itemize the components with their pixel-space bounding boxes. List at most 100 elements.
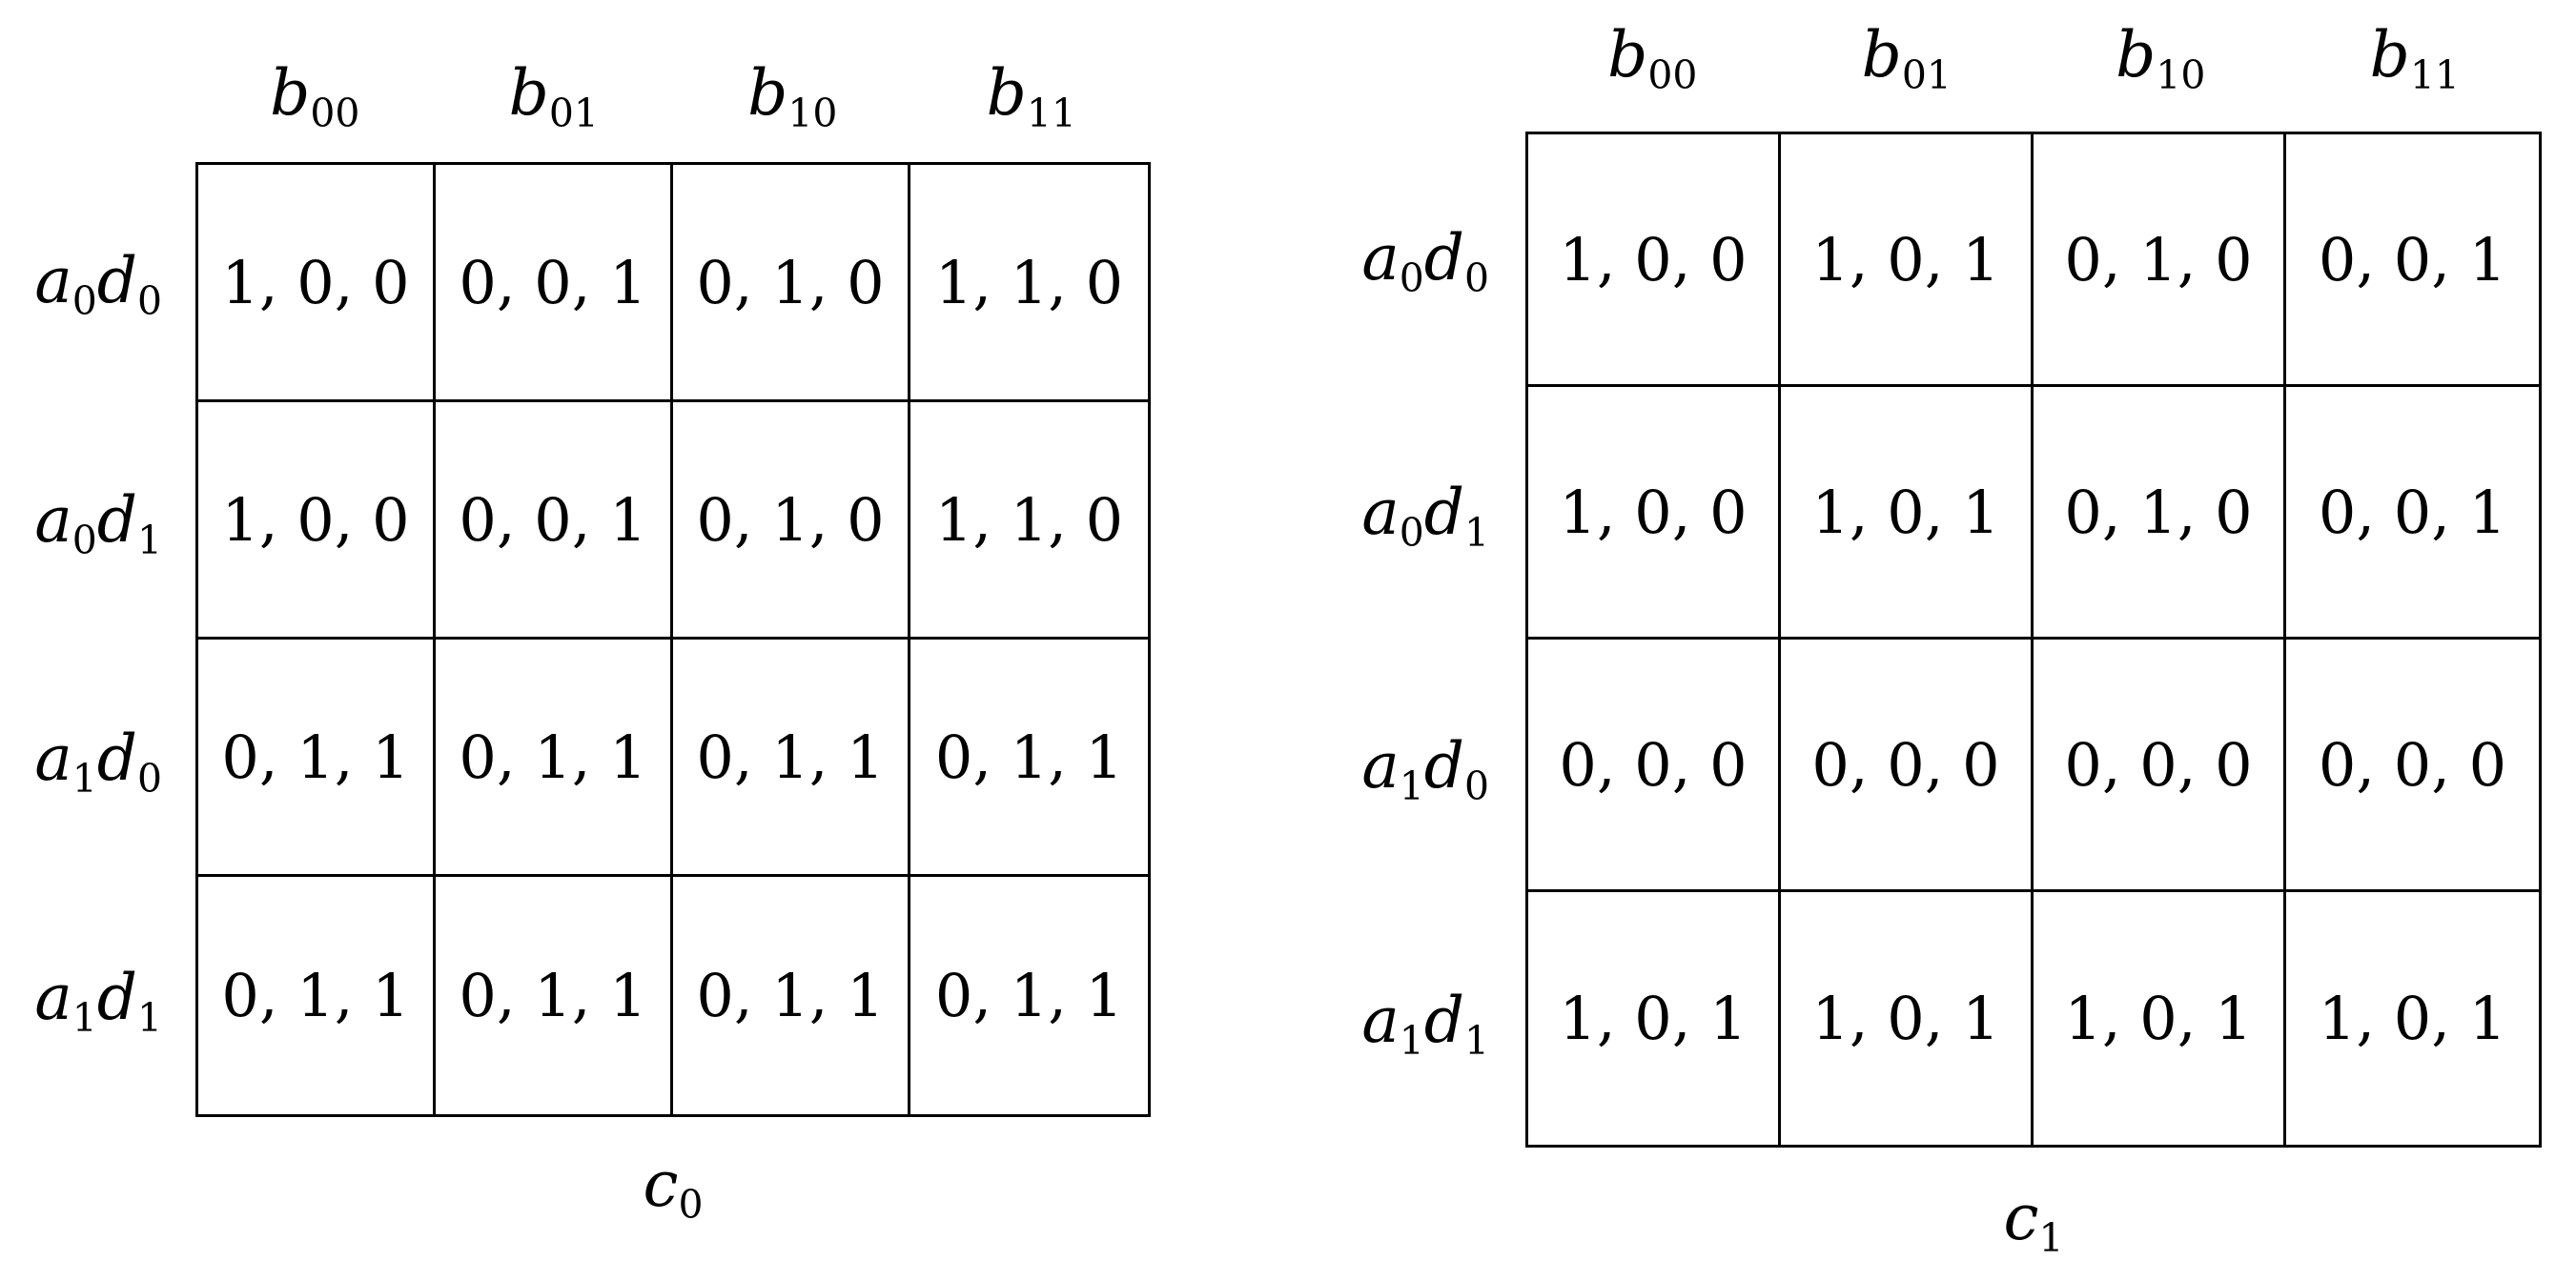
matrix-cell: 0, 1, 1 [934, 961, 1124, 1030]
column-header-sub: 10 [787, 91, 838, 137]
row-header-d: d [96, 722, 137, 796]
row-header-a-sub: 1 [72, 994, 97, 1041]
row-header: a0d1 [1361, 480, 1489, 552]
column-header-sub: 10 [2156, 52, 2206, 99]
matrix-cell: 0, 1, 0 [673, 165, 910, 402]
row-header-a: a [1361, 221, 1400, 295]
matrix-cell: 0, 1, 1 [673, 877, 910, 1114]
column-header: b11 [987, 62, 1076, 133]
matrix-cell: 0, 0, 0 [1781, 640, 2034, 892]
matrix-cell: 1, 1, 0 [910, 402, 1148, 640]
column-header: b01 [509, 62, 599, 133]
matrix-cell: 1, 0, 0 [198, 402, 436, 640]
row-header: a1d1 [34, 966, 162, 1037]
row-header-a: a [1361, 983, 1400, 1057]
matrix-caption-sub: 1 [2038, 1215, 2064, 1261]
matrix-caption: c1 [2004, 1187, 2064, 1258]
column-header-sub: 01 [548, 91, 599, 137]
row-header: a1d0 [34, 727, 162, 799]
matrix-cell: 0, 0, 1 [436, 165, 673, 402]
row-header-a-sub: 0 [72, 278, 97, 325]
row-header-a-sub: 1 [1399, 763, 1424, 810]
matrix-cell: 1, 0, 1 [1528, 892, 1781, 1145]
row-header-a: a [34, 482, 72, 557]
row-header-d-sub: 0 [136, 756, 162, 803]
matrix-cell: 1, 0, 0 [1528, 387, 1781, 640]
matrix-cell: 0, 0, 1 [2286, 134, 2539, 387]
matrix-cell: 0, 0, 1 [2286, 387, 2539, 640]
row-header-d: d [96, 482, 137, 557]
matrix-cell: 1, 0, 1 [2034, 892, 2286, 1145]
row-header-d: d [1423, 729, 1464, 803]
row-header-a: a [1361, 729, 1400, 803]
row-header-a-sub: 1 [1399, 1017, 1424, 1064]
row-header-d: d [1423, 983, 1464, 1057]
matrix-cell: 1, 0, 1 [2318, 984, 2507, 1053]
column-header-base: b [2369, 18, 2410, 92]
matrix-caption: c0 [644, 1153, 704, 1225]
matrix-cell: 1, 0, 1 [1781, 892, 2034, 1145]
matrix-cell: 1, 0, 1 [1781, 134, 2034, 387]
row-header-d-sub: 1 [136, 994, 162, 1041]
matrix-cell: 0, 1, 1 [673, 640, 910, 877]
column-header-sub: 11 [2409, 52, 2460, 99]
matrix-cell: 1, 0, 0 [198, 165, 436, 402]
matrix-cell: 0, 1, 0 [2034, 387, 2286, 640]
row-header-a-sub: 1 [72, 756, 97, 803]
column-header-base: b [1861, 18, 1902, 92]
matrix-cell: 0, 0, 0 [2286, 640, 2539, 892]
column-header: b10 [2116, 24, 2205, 95]
row-header: a1d1 [1361, 988, 1489, 1060]
row-header-d: d [96, 244, 137, 318]
matrix-caption-base: c [643, 1148, 679, 1221]
row-header-a: a [34, 722, 72, 796]
matrix-caption-base: c [2003, 1181, 2039, 1254]
matrix-cell: 1, 0, 0 [1528, 134, 1781, 387]
matrix-cell: 0, 1, 1 [436, 877, 673, 1114]
matrix-cell: 1, 0, 1 [1781, 387, 2034, 640]
row-header: a0d1 [34, 488, 162, 559]
matrix-cell: 0, 1, 1 [198, 877, 436, 1114]
column-header-base: b [986, 56, 1027, 130]
column-header-sub: 00 [1647, 52, 1698, 99]
row-header-a-sub: 0 [72, 517, 97, 563]
row-header-d-sub: 1 [1463, 1017, 1489, 1064]
matrix-cell: 0, 1, 0 [2034, 134, 2286, 387]
row-header-d-sub: 1 [1463, 509, 1489, 556]
row-header-d: d [96, 960, 137, 1034]
matrix-cell: 0, 1, 1 [198, 640, 436, 877]
matrix-cell: 0, 0, 1 [436, 402, 673, 640]
matrix-caption-sub: 0 [678, 1182, 704, 1229]
column-header-sub: 00 [310, 91, 360, 137]
row-header-a-sub: 0 [1399, 509, 1424, 556]
row-header: a1d0 [1361, 735, 1489, 806]
matrix-cell: 0, 0, 0 [1528, 640, 1781, 892]
matrix-cell: 1, 1, 0 [910, 165, 1148, 402]
column-header-base: b [2116, 18, 2157, 92]
row-header-d-sub: 0 [1463, 255, 1489, 302]
column-header: b00 [1607, 24, 1697, 95]
column-header: b10 [747, 62, 837, 133]
matrix-grid: 1, 0, 0 1, 0, 1 0, 1, 0 0, 0, 1 1, 0, 0 1, 0,… [1525, 132, 2542, 1148]
column-header: b11 [2370, 24, 2460, 95]
row-header-a-sub: 0 [1399, 255, 1424, 302]
row-header-a: a [34, 960, 72, 1034]
column-header-base: b [270, 56, 311, 130]
row-header: a0d0 [1361, 227, 1489, 298]
row-header-d: d [1423, 221, 1464, 295]
row-header-d-sub: 0 [1463, 763, 1489, 810]
column-header: b01 [1862, 24, 1952, 95]
row-header-d-sub: 0 [136, 278, 162, 325]
row-header: a0d0 [34, 250, 162, 321]
column-header-sub: 01 [1901, 52, 1952, 99]
matrix-cell: 0, 0, 0 [2034, 640, 2286, 892]
row-header-d: d [1423, 475, 1464, 549]
matrix-grid: 1, 0, 0 0, 0, 1 0, 1, 0 1, 1, 0 1, 0, 0 0, 0,… [195, 162, 1151, 1117]
matrix-cell: 0, 1, 1 [910, 640, 1148, 877]
column-header-base: b [1607, 18, 1648, 92]
matrix-cell: 0, 1, 1 [436, 640, 673, 877]
matrix-cell: 0, 1, 0 [673, 402, 910, 640]
row-header-a: a [1361, 475, 1400, 549]
row-header-a: a [34, 244, 72, 318]
column-header: b00 [270, 62, 359, 133]
